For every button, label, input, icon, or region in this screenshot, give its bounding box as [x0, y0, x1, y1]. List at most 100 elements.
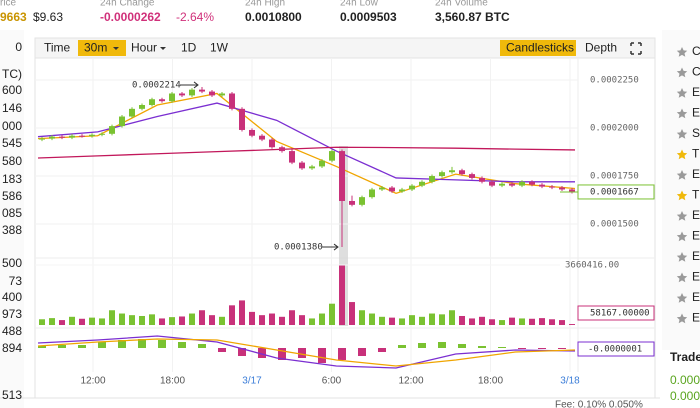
toolbar-button[interactable]: Hour: [131, 41, 157, 55]
stat-value: 3,560.87 BTC: [435, 10, 510, 24]
volume-bar: [509, 317, 515, 325]
candle-body: [459, 170, 465, 175]
volume-bar: [289, 310, 295, 325]
candle-body: [189, 89, 195, 96]
dropdown-arrow: [160, 47, 166, 50]
volume-bar: [239, 300, 245, 325]
stat-label: 24h Volume: [435, 0, 488, 9]
favorite-star: [676, 67, 688, 78]
candle-body: [109, 126, 115, 134]
volume-bar: [249, 311, 255, 325]
trade-price: 0.000: [670, 373, 700, 387]
candle-body: [319, 160, 325, 167]
stat-label: 24h Low: [340, 0, 379, 9]
candle-body: [59, 136, 65, 138]
volume-bar: [429, 313, 435, 325]
favorite-star: [676, 252, 688, 262]
toolbar-button[interactable]: Time: [44, 41, 71, 55]
moving-average: [37, 102, 575, 183]
macd-bar: [518, 348, 526, 349]
macd-last-label: -0.0000001: [588, 345, 642, 355]
macd-bar: [398, 345, 406, 348]
y-tick-label: 0.0002250: [590, 76, 639, 86]
annotation-arrow: [180, 81, 199, 89]
moving-average: [37, 146, 576, 159]
max-annotation: 0.0002214: [132, 80, 181, 90]
candle-body: [229, 93, 235, 109]
stat-label: 24h High: [245, 0, 285, 9]
macd-bar: [58, 345, 66, 348]
stat-value: 0.0009503: [340, 10, 397, 24]
volume-bar: [109, 310, 115, 325]
volume-bar: [559, 320, 565, 325]
stat-value: -0.0000262: [100, 10, 161, 24]
favorite-star: [676, 211, 688, 221]
volume-bar: [159, 318, 165, 325]
stat-label: rice: [0, 0, 17, 9]
macd-bar: [498, 347, 506, 348]
macd-bar: [178, 342, 186, 348]
volume-bar: [299, 315, 305, 325]
volume-bar: [229, 305, 235, 325]
volume-bar: [59, 320, 65, 325]
market-name: E: [692, 270, 700, 284]
macd-bar: [318, 348, 326, 363]
order-book-price: 545: [2, 136, 22, 150]
candle-body: [149, 99, 155, 106]
candle-body: [349, 200, 355, 205]
x-tick-label: 3/18: [560, 376, 580, 387]
macd-bar: [338, 348, 346, 360]
candle-body: [249, 129, 255, 136]
order-book-price: 73: [9, 274, 23, 288]
volume-bar: [399, 318, 405, 325]
y-tick-label: 0.0002000: [590, 124, 639, 134]
plot: 0.0002214 0.0001380 0.0001667 3660416.00 581…: [35, 58, 655, 372]
favorite-star: [676, 272, 688, 283]
volume-bar: [169, 317, 175, 325]
toolbar-button[interactable]: Candlesticks: [506, 41, 574, 55]
candle-body: [539, 184, 545, 187]
market-name: E: [692, 249, 700, 263]
candle-body: [569, 189, 575, 192]
favorite-star: [676, 149, 688, 160]
volume-tag: [577, 305, 655, 321]
candle-body: [139, 105, 145, 109]
candle-body: [469, 174, 475, 178]
candle-body: [449, 170, 455, 173]
fullscreen-icon[interactable]: [630, 42, 642, 55]
candle-body: [89, 134, 95, 137]
candle-body: [309, 166, 315, 169]
toolbar-button[interactable]: Depth: [585, 41, 617, 55]
x-tick-label: 3/17: [242, 376, 262, 387]
fee-text: Fee: 0.10% 0.050%: [555, 400, 643, 408]
candle-body: [489, 181, 495, 186]
dropdown-arrow: [113, 47, 119, 50]
candle-body: [209, 91, 215, 96]
candle-body: [429, 176, 435, 182]
toolbar-button[interactable]: 30m: [84, 41, 107, 55]
order-book-price: 513: [2, 388, 22, 402]
volume-bar: [549, 319, 555, 325]
candle-body: [159, 99, 165, 102]
order-book-price: 894: [2, 341, 22, 355]
volume-bar: [179, 316, 185, 325]
toolbar-button[interactable]: 1D: [181, 41, 197, 55]
candle-body: [419, 181, 425, 186]
market-name: E: [692, 290, 700, 304]
y-tick-label: 0.0001750: [590, 172, 639, 182]
volume-bar: [519, 318, 525, 325]
order-book-price: TC): [2, 67, 22, 81]
volume-bar: [269, 313, 275, 325]
candle-body: [529, 181, 535, 185]
order-book-price: 000: [2, 119, 22, 133]
candle-body: [359, 197, 365, 205]
candle-body: [69, 135, 75, 138]
favorite-star: [676, 293, 688, 303]
volume-bar: [409, 315, 415, 325]
macd-bar: [258, 348, 266, 358]
candle-body: [99, 133, 105, 135]
toolbar-button[interactable]: 1W: [210, 41, 229, 55]
order-book-panel: [0, 30, 24, 408]
annotation-arrow: [322, 243, 339, 251]
candle-body: [169, 93, 175, 102]
